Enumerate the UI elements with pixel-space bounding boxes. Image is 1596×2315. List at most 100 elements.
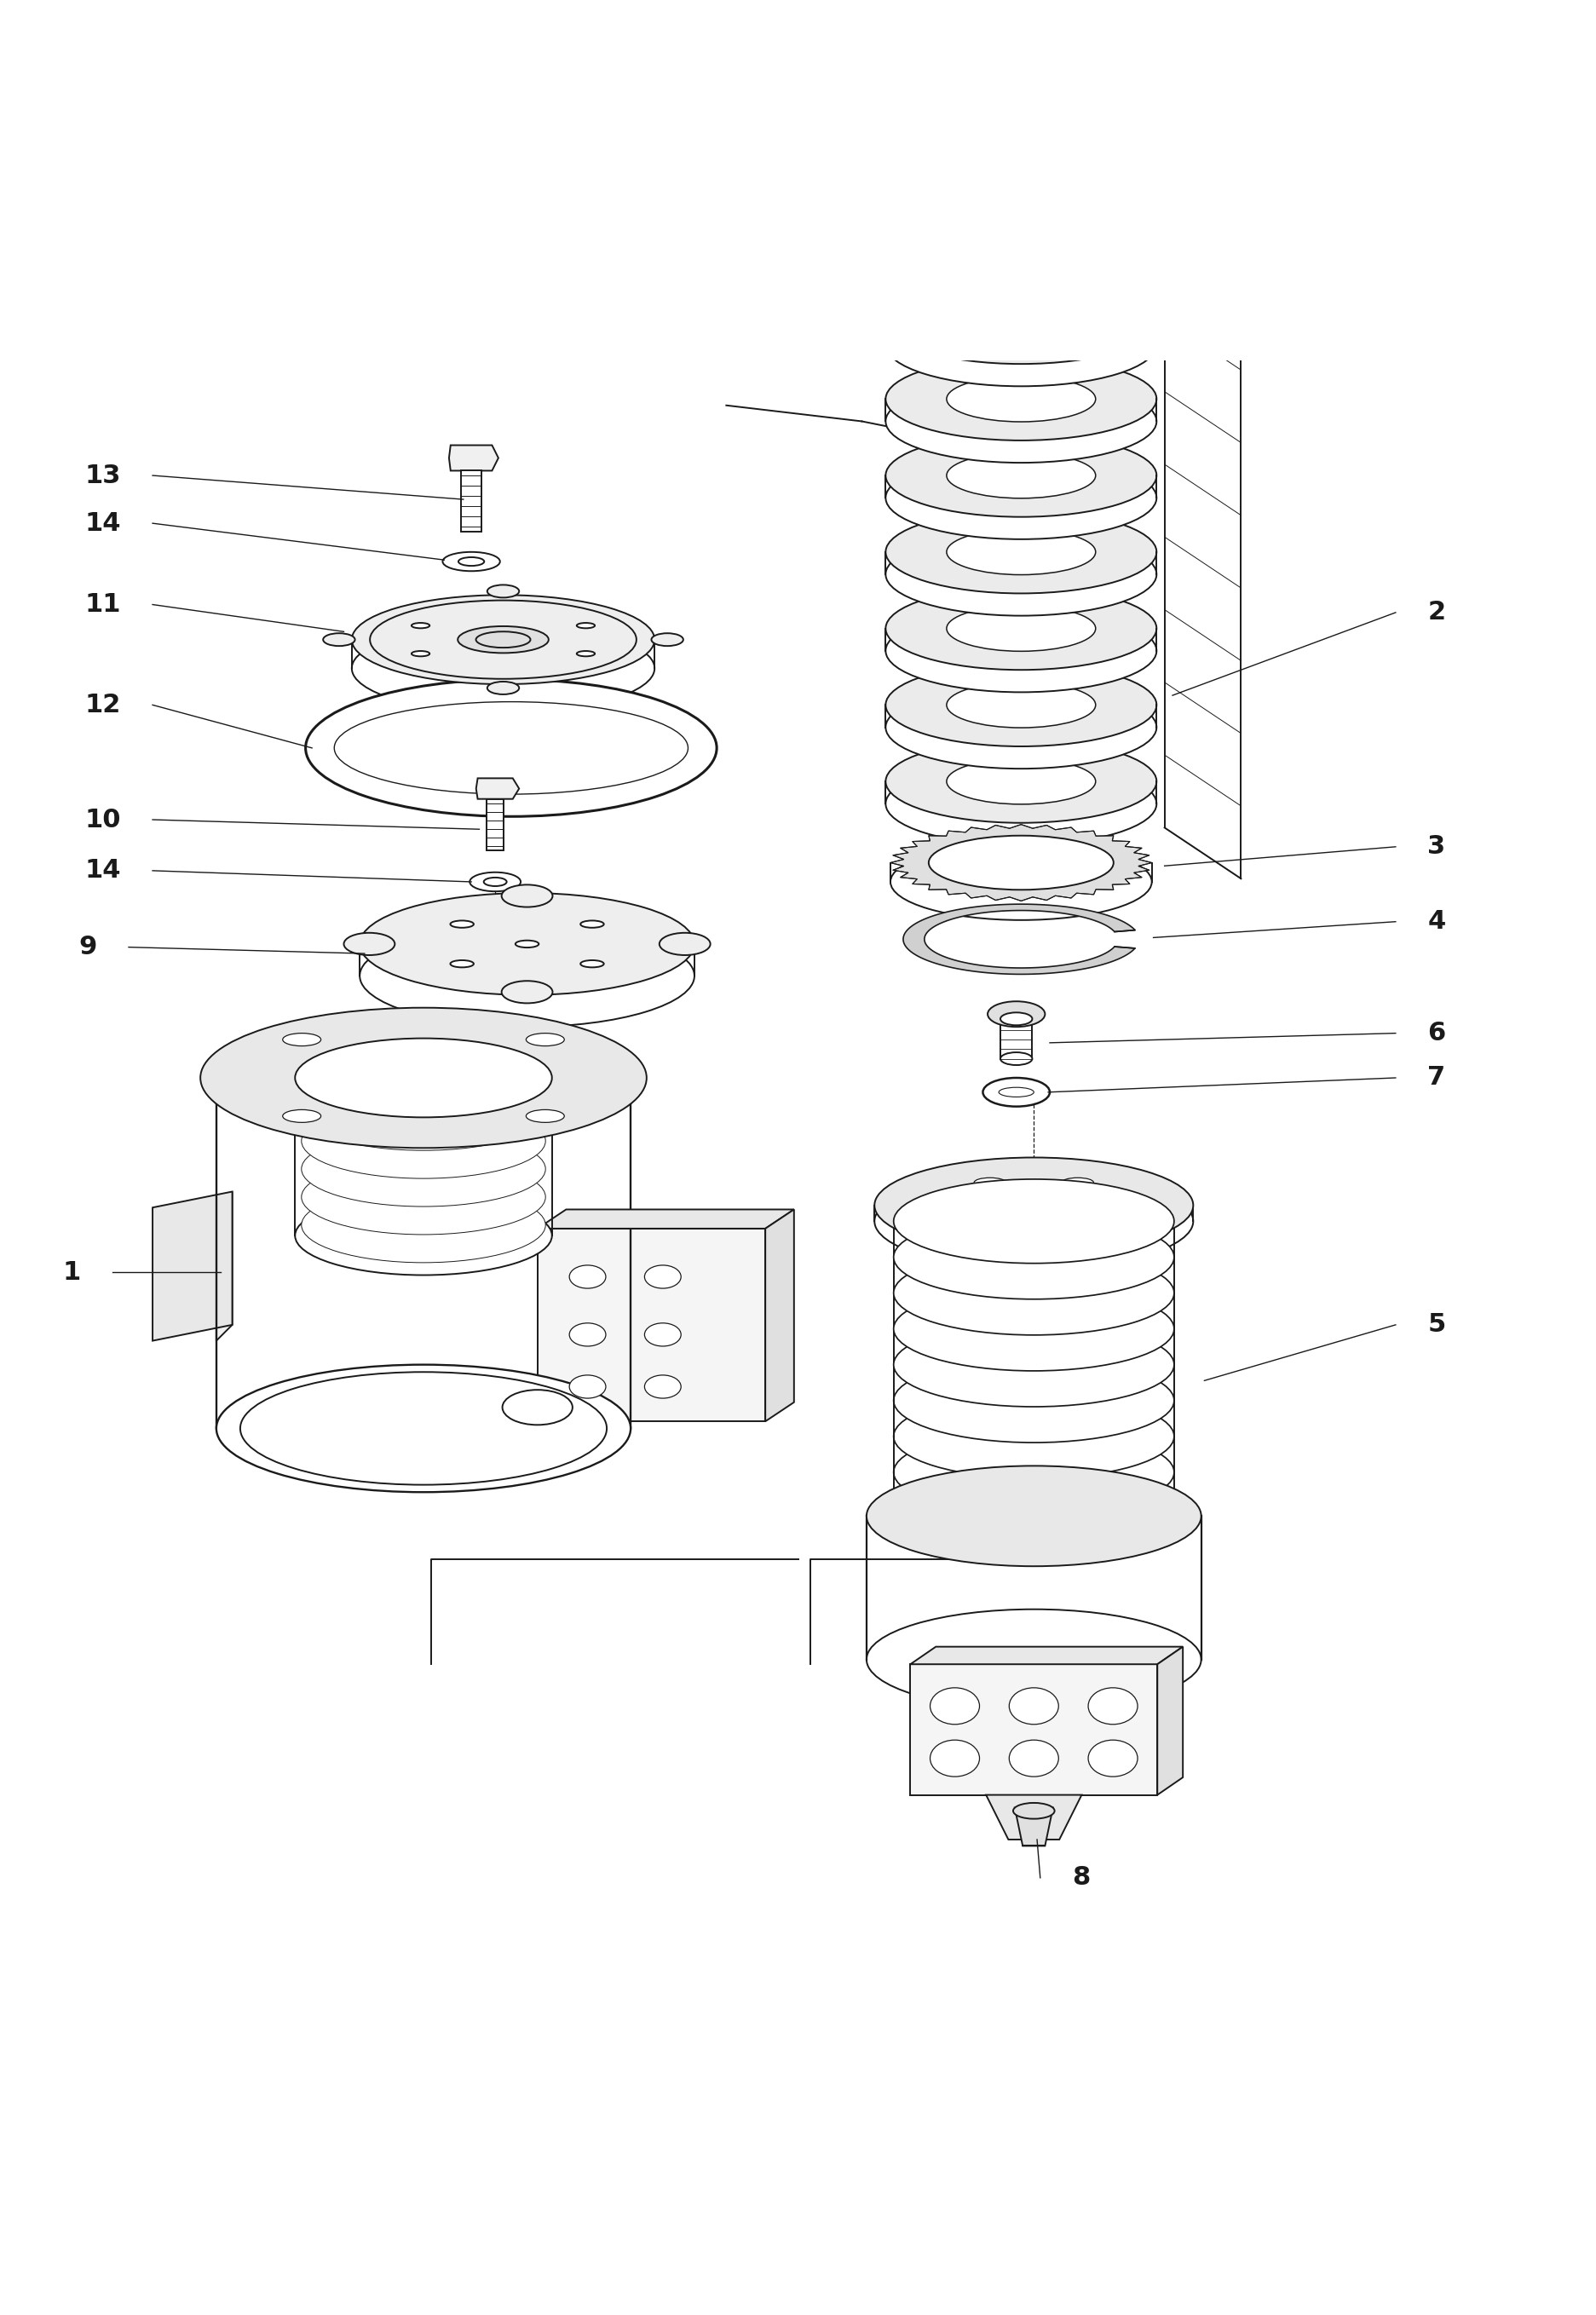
Ellipse shape <box>946 530 1095 574</box>
Polygon shape <box>153 1192 233 1340</box>
Ellipse shape <box>1013 1803 1055 1820</box>
Ellipse shape <box>581 921 603 928</box>
Ellipse shape <box>295 1039 552 1118</box>
Ellipse shape <box>886 280 1157 363</box>
Ellipse shape <box>929 836 1114 889</box>
Ellipse shape <box>501 982 552 1002</box>
Ellipse shape <box>886 456 1157 539</box>
Ellipse shape <box>1001 1053 1033 1065</box>
Ellipse shape <box>576 623 595 627</box>
Ellipse shape <box>867 1609 1202 1711</box>
Ellipse shape <box>450 921 474 928</box>
Ellipse shape <box>217 1014 630 1141</box>
Ellipse shape <box>1106 1201 1138 1211</box>
Ellipse shape <box>886 303 1157 387</box>
Ellipse shape <box>886 741 1157 822</box>
Ellipse shape <box>570 1266 606 1289</box>
Text: 7: 7 <box>1427 1065 1446 1090</box>
Ellipse shape <box>894 1178 1175 1264</box>
Polygon shape <box>217 1192 233 1340</box>
Ellipse shape <box>412 651 429 657</box>
Ellipse shape <box>302 1076 546 1151</box>
Ellipse shape <box>527 1032 565 1046</box>
Ellipse shape <box>983 1079 1050 1107</box>
Ellipse shape <box>930 1741 980 1776</box>
Ellipse shape <box>891 843 1152 919</box>
Ellipse shape <box>645 1324 681 1347</box>
Ellipse shape <box>974 1178 1005 1188</box>
Ellipse shape <box>645 1375 681 1398</box>
Ellipse shape <box>484 877 506 887</box>
Ellipse shape <box>1061 1178 1093 1188</box>
Ellipse shape <box>282 1109 321 1123</box>
Ellipse shape <box>886 609 1157 692</box>
Text: 14: 14 <box>85 859 121 882</box>
Bar <box>538 1229 766 1421</box>
Ellipse shape <box>886 512 1157 593</box>
Ellipse shape <box>886 380 1157 463</box>
Ellipse shape <box>999 1088 1034 1097</box>
Ellipse shape <box>894 1322 1175 1408</box>
Ellipse shape <box>886 357 1157 440</box>
Polygon shape <box>986 1794 1082 1840</box>
Ellipse shape <box>295 1197 552 1276</box>
Ellipse shape <box>886 685 1157 769</box>
Ellipse shape <box>1061 1222 1093 1234</box>
Ellipse shape <box>894 1394 1175 1479</box>
Ellipse shape <box>334 701 688 794</box>
Ellipse shape <box>469 873 520 891</box>
Polygon shape <box>538 1208 795 1229</box>
Ellipse shape <box>886 532 1157 616</box>
Ellipse shape <box>527 1109 565 1123</box>
Ellipse shape <box>894 1215 1175 1299</box>
Text: 10: 10 <box>85 808 121 831</box>
Text: 1: 1 <box>62 1259 81 1285</box>
Polygon shape <box>448 444 498 470</box>
Ellipse shape <box>1009 1741 1058 1776</box>
Text: 9: 9 <box>78 935 97 958</box>
Ellipse shape <box>442 551 500 572</box>
Ellipse shape <box>458 627 549 653</box>
Text: 3: 3 <box>1427 833 1446 859</box>
Ellipse shape <box>487 681 519 694</box>
Ellipse shape <box>302 1104 546 1178</box>
Ellipse shape <box>1088 1688 1138 1725</box>
Ellipse shape <box>201 1007 646 1148</box>
Ellipse shape <box>1088 1741 1138 1776</box>
Ellipse shape <box>570 1375 606 1398</box>
Ellipse shape <box>894 1250 1175 1336</box>
Bar <box>461 470 482 530</box>
Ellipse shape <box>1002 1197 1066 1215</box>
Ellipse shape <box>659 933 710 956</box>
Ellipse shape <box>305 678 717 817</box>
Ellipse shape <box>1009 1688 1058 1725</box>
Ellipse shape <box>946 454 1095 498</box>
Ellipse shape <box>302 1188 546 1262</box>
Ellipse shape <box>322 634 354 646</box>
Ellipse shape <box>988 1002 1045 1028</box>
Ellipse shape <box>581 961 603 968</box>
Ellipse shape <box>875 1158 1194 1252</box>
Polygon shape <box>891 824 1152 901</box>
Ellipse shape <box>894 1465 1175 1551</box>
Ellipse shape <box>487 586 519 597</box>
Ellipse shape <box>370 600 637 678</box>
Ellipse shape <box>282 1032 321 1046</box>
Polygon shape <box>1015 1808 1053 1845</box>
Ellipse shape <box>867 1465 1202 1567</box>
Ellipse shape <box>458 558 484 565</box>
Ellipse shape <box>501 884 552 907</box>
Ellipse shape <box>651 634 683 646</box>
Ellipse shape <box>570 1324 606 1347</box>
Ellipse shape <box>516 940 539 947</box>
Bar <box>910 1664 1157 1794</box>
Ellipse shape <box>302 1132 546 1206</box>
Polygon shape <box>910 1646 1183 1664</box>
Ellipse shape <box>412 623 429 627</box>
Ellipse shape <box>946 377 1095 421</box>
Text: 6: 6 <box>1427 1021 1446 1046</box>
Ellipse shape <box>503 1389 573 1426</box>
Ellipse shape <box>946 607 1095 651</box>
Ellipse shape <box>894 1359 1175 1442</box>
Ellipse shape <box>946 759 1095 803</box>
